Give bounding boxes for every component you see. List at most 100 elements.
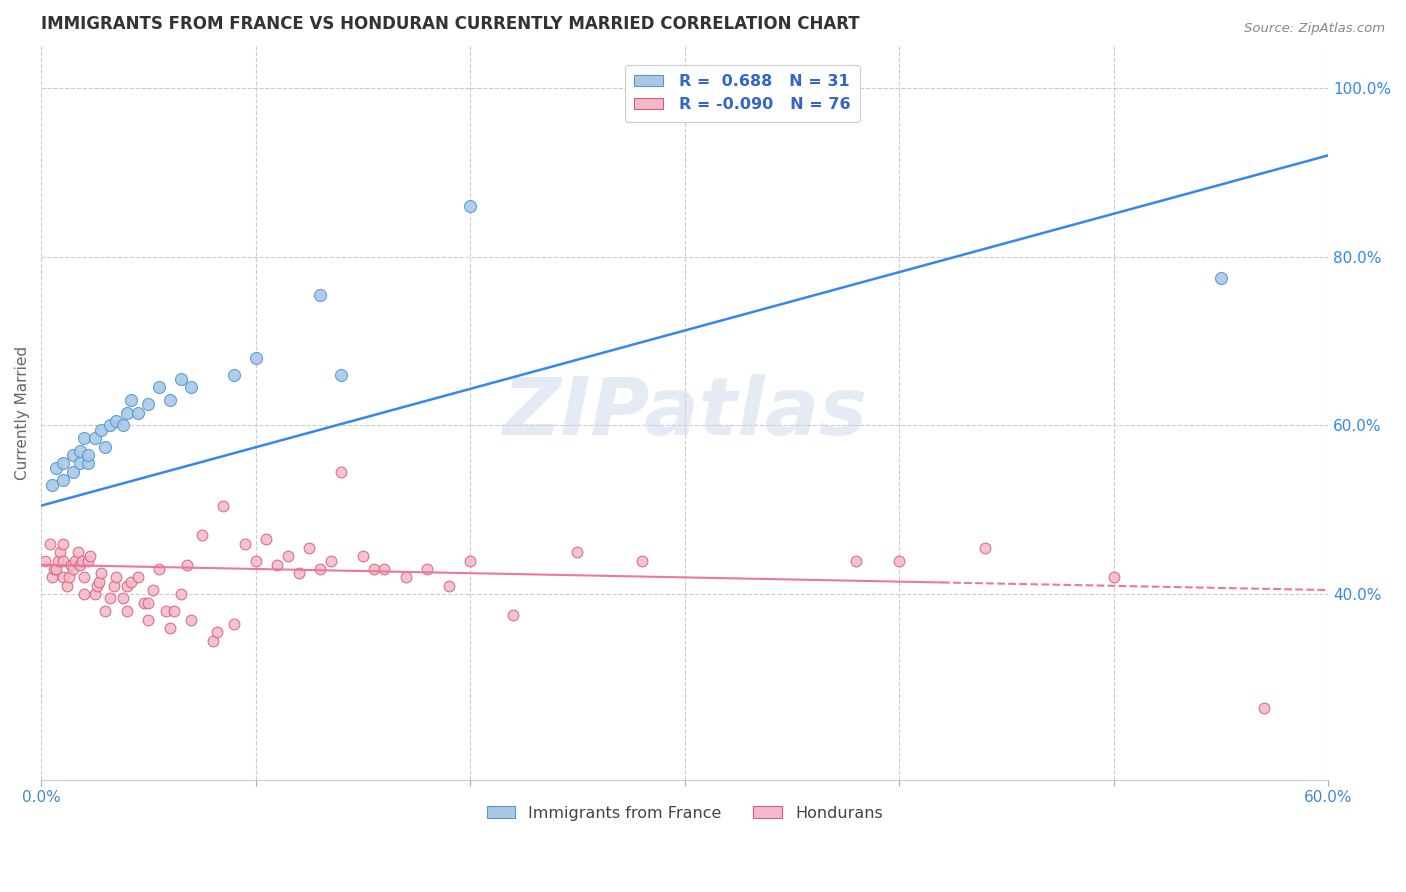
Point — [974, 541, 997, 555]
Point — [437, 579, 460, 593]
Point — [105, 570, 128, 584]
Point — [180, 380, 202, 394]
Point — [115, 604, 138, 618]
Point — [41, 477, 63, 491]
Point — [98, 591, 121, 606]
Point — [79, 549, 101, 564]
Point — [277, 549, 299, 564]
Point — [115, 406, 138, 420]
Point — [373, 562, 395, 576]
Point — [70, 553, 93, 567]
Point — [49, 545, 72, 559]
Point — [245, 351, 267, 365]
Point — [309, 287, 332, 301]
Y-axis label: Currently Married: Currently Married — [15, 346, 30, 480]
Point — [201, 633, 224, 648]
Point — [458, 553, 481, 567]
Point — [132, 596, 155, 610]
Point — [111, 591, 134, 606]
Point — [90, 423, 112, 437]
Point — [94, 440, 117, 454]
Point — [254, 533, 277, 547]
Point — [62, 562, 84, 576]
Point — [127, 406, 149, 420]
Point — [138, 596, 160, 610]
Point — [51, 536, 73, 550]
Point — [233, 536, 256, 550]
Point — [630, 553, 652, 567]
Point — [180, 613, 202, 627]
Point — [138, 397, 160, 411]
Point — [120, 574, 142, 589]
Text: IMMIGRANTS FROM FRANCE VS HONDURAN CURRENTLY MARRIED CORRELATION CHART: IMMIGRANTS FROM FRANCE VS HONDURAN CURRE… — [41, 15, 859, 33]
Point — [69, 558, 91, 572]
Point — [1102, 570, 1125, 584]
Point — [458, 199, 481, 213]
Point — [142, 582, 165, 597]
Point — [502, 608, 524, 623]
Point — [73, 431, 96, 445]
Point — [86, 579, 108, 593]
Point — [111, 418, 134, 433]
Point — [90, 566, 112, 581]
Point — [77, 448, 100, 462]
Point — [330, 368, 353, 382]
Point — [212, 499, 235, 513]
Point — [62, 465, 84, 479]
Point — [60, 558, 83, 572]
Point — [83, 587, 105, 601]
Point — [83, 431, 105, 445]
Point — [159, 393, 181, 408]
Point — [69, 443, 91, 458]
Point — [98, 418, 121, 433]
Point — [103, 579, 125, 593]
Point — [845, 553, 868, 567]
Point — [148, 562, 170, 576]
Point — [94, 604, 117, 618]
Point — [224, 616, 246, 631]
Text: ZIPatlas: ZIPatlas — [502, 374, 868, 452]
Point — [159, 621, 181, 635]
Point — [77, 457, 100, 471]
Point — [45, 460, 67, 475]
Point — [287, 566, 309, 581]
Point — [266, 558, 288, 572]
Point — [45, 562, 67, 576]
Point — [163, 604, 186, 618]
Point — [887, 553, 910, 567]
Point — [41, 570, 63, 584]
Point — [330, 465, 353, 479]
Point — [66, 545, 89, 559]
Point — [51, 553, 73, 567]
Point — [73, 587, 96, 601]
Point — [42, 562, 65, 576]
Legend: Immigrants from France, Hondurans: Immigrants from France, Hondurans — [481, 799, 889, 827]
Point — [224, 368, 246, 382]
Point — [169, 587, 191, 601]
Point — [62, 448, 84, 462]
Point — [58, 570, 80, 584]
Point — [69, 457, 91, 471]
Point — [416, 562, 439, 576]
Point — [105, 414, 128, 428]
Point — [319, 553, 342, 567]
Point — [567, 545, 589, 559]
Point — [191, 528, 214, 542]
Point — [245, 553, 267, 567]
Point — [127, 570, 149, 584]
Point — [1253, 701, 1275, 715]
Point — [65, 553, 87, 567]
Point — [51, 457, 73, 471]
Text: Source: ZipAtlas.com: Source: ZipAtlas.com — [1244, 22, 1385, 36]
Point — [148, 380, 170, 394]
Point — [77, 553, 100, 567]
Point — [38, 536, 60, 550]
Point — [176, 558, 198, 572]
Point — [73, 570, 96, 584]
Point — [309, 562, 332, 576]
Point — [138, 613, 160, 627]
Point — [395, 570, 418, 584]
Point — [205, 625, 228, 640]
Point — [34, 553, 56, 567]
Point — [363, 562, 385, 576]
